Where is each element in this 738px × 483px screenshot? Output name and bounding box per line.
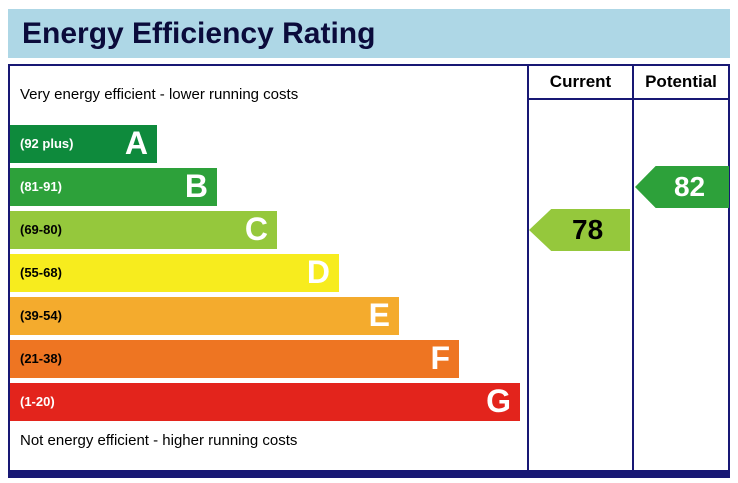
chart-title: Energy Efficiency Rating: [8, 9, 730, 58]
band-letter: G: [486, 383, 511, 419]
band-letter: F: [430, 340, 450, 376]
band-row-b: (81-91) B: [10, 168, 217, 206]
band-range-label: (21-38): [20, 351, 62, 366]
band-range-label: (1-20): [20, 394, 55, 409]
band-range-label: (55-68): [20, 265, 62, 280]
band-letter: E: [368, 297, 390, 333]
band-row-a: (92 plus) A: [10, 125, 157, 163]
band-letter: A: [124, 125, 148, 161]
band-row-d: (55-68) D: [10, 254, 339, 292]
current-rating-value: 78: [572, 214, 604, 245]
band-range-label: (81-91): [20, 179, 62, 194]
band-range-label: (69-80): [20, 222, 62, 237]
potential-rating-value: 82: [673, 171, 706, 202]
band-row-f: (21-38) F: [10, 340, 459, 378]
band-row-c: (69-80) C: [10, 211, 277, 249]
chart-area: Current Potential Very energy efficient …: [8, 64, 730, 478]
band-letter: C: [244, 211, 268, 247]
top-note: Very energy efficient - lower running co…: [20, 86, 299, 103]
potential-column-divider: [632, 66, 634, 470]
current-column-divider: [527, 66, 529, 470]
bottom-note: Not energy efficient - higher running co…: [20, 432, 298, 449]
current-column-header: Current: [549, 72, 612, 91]
band-letter: D: [306, 254, 330, 290]
potential-rating-arrow: 82: [635, 166, 729, 208]
band-letter: B: [184, 168, 208, 204]
band-range-label: (39-54): [20, 308, 62, 323]
header-underline: [527, 98, 728, 100]
current-rating-arrow: 78: [529, 209, 630, 251]
potential-column-header: Potential: [645, 72, 717, 91]
band-row-e: (39-54) E: [10, 297, 399, 335]
band-row-g: (1-20) G: [10, 383, 520, 421]
band-range-label: (92 plus): [20, 136, 74, 151]
